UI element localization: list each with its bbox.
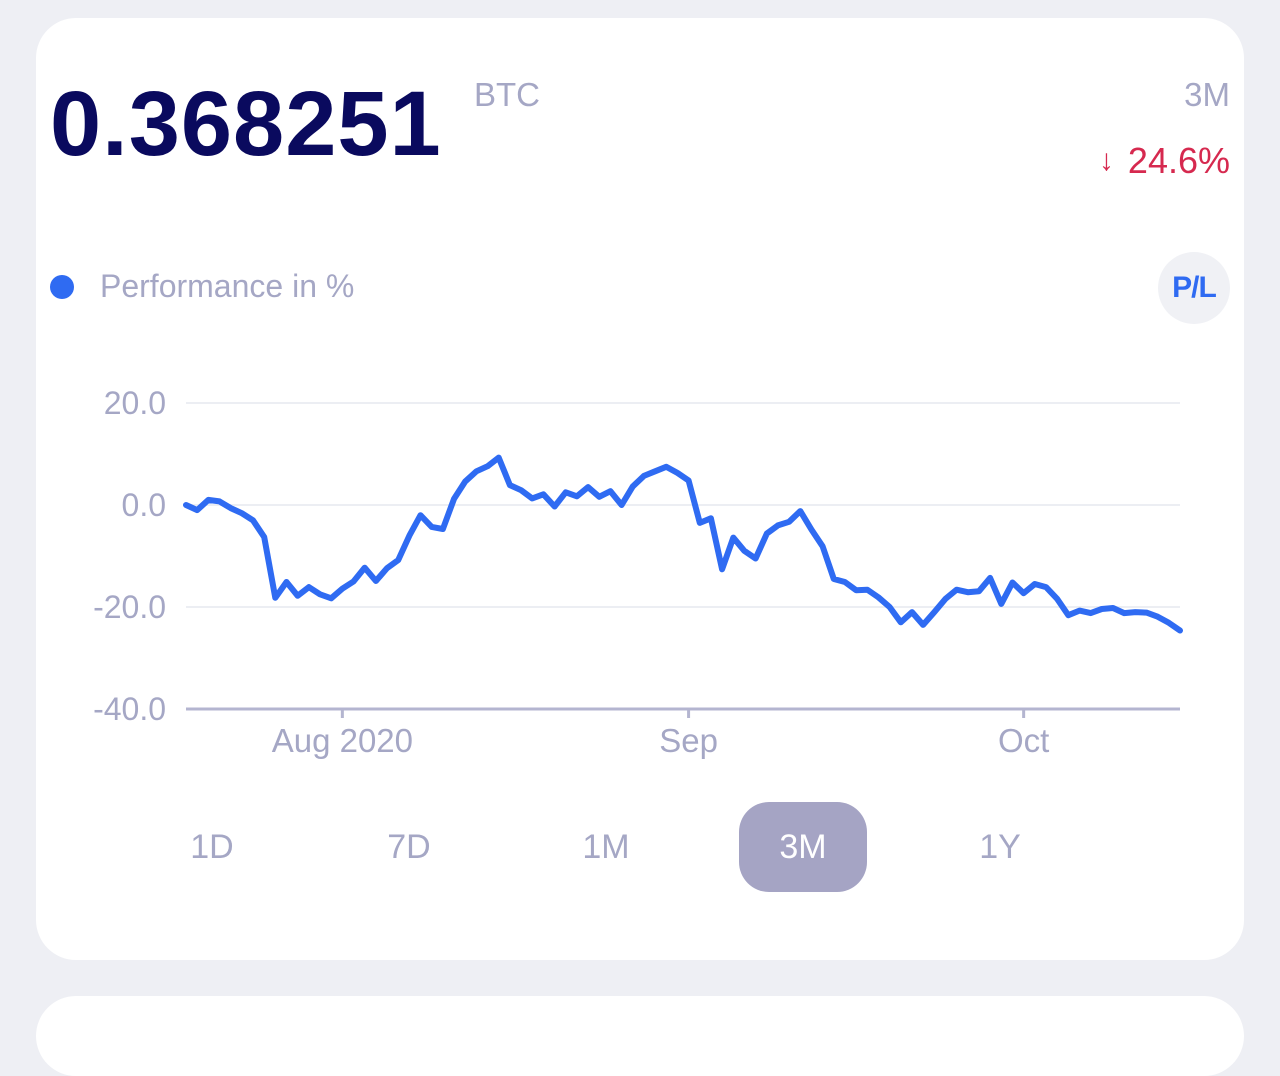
y-tick-label: -40.0	[93, 691, 166, 727]
portfolio-card	[36, 18, 1244, 960]
tab-7d[interactable]: 7D	[345, 802, 473, 892]
x-tick-label: Aug 2020	[272, 722, 413, 759]
secondary-card	[36, 996, 1244, 1076]
arrow-down-icon: ↓	[1098, 144, 1114, 177]
pl-toggle-button[interactable]: P/L	[1158, 252, 1230, 324]
tab-1m[interactable]: 1M	[542, 802, 670, 892]
y-tick-label: -20.0	[93, 589, 166, 625]
performance-chart: 20.0 0.0 -20.0 -40.0 Aug 2020 Sep Oct	[93, 385, 1183, 759]
performance-change-value: 24.6%	[1127, 140, 1230, 181]
legend-label: Performance in %	[100, 268, 355, 304]
balance-value: 0.368251	[50, 73, 442, 175]
chart-legend: Performance in %	[50, 268, 354, 305]
tab-3m[interactable]: 3M	[739, 802, 867, 892]
performance-change: ↓ 24.6%	[1099, 143, 1230, 179]
tab-1y[interactable]: 1Y	[936, 802, 1064, 892]
legend-dot-icon	[50, 274, 74, 299]
performance-series-line	[183, 454, 1183, 634]
x-tick-label: Oct	[998, 722, 1049, 759]
tab-1d[interactable]: 1D	[148, 802, 276, 892]
period-label: 3M	[1184, 76, 1230, 113]
period-tabs: 1D 7D 1M 3M 1Y	[148, 802, 1148, 892]
y-tick-label: 20.0	[104, 385, 166, 421]
balance-unit: BTC	[474, 76, 540, 113]
y-tick-label: 0.0	[122, 487, 166, 523]
x-tick-label: Sep	[659, 722, 718, 759]
